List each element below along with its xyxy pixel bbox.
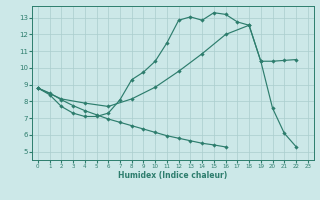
- X-axis label: Humidex (Indice chaleur): Humidex (Indice chaleur): [118, 171, 228, 180]
